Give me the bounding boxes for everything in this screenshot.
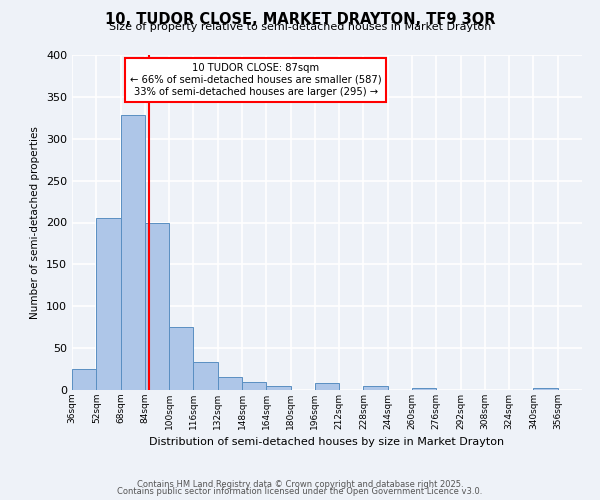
Text: 10 TUDOR CLOSE: 87sqm
← 66% of semi-detached houses are smaller (587)
33% of sem: 10 TUDOR CLOSE: 87sqm ← 66% of semi-deta…	[130, 64, 382, 96]
Text: Contains HM Land Registry data © Crown copyright and database right 2025.: Contains HM Land Registry data © Crown c…	[137, 480, 463, 489]
Bar	[169, 327, 193, 390]
Y-axis label: Number of semi-detached properties: Number of semi-detached properties	[31, 126, 40, 319]
Bar	[364, 386, 388, 390]
Bar	[96, 218, 121, 390]
Bar	[218, 376, 242, 390]
Bar	[242, 382, 266, 390]
Bar	[266, 386, 290, 390]
Text: Contains public sector information licensed under the Open Government Licence v3: Contains public sector information licen…	[118, 487, 482, 496]
Bar	[145, 222, 169, 390]
X-axis label: Distribution of semi-detached houses by size in Market Drayton: Distribution of semi-detached houses by …	[149, 438, 505, 448]
Bar	[533, 388, 558, 390]
Text: Size of property relative to semi-detached houses in Market Drayton: Size of property relative to semi-detach…	[109, 22, 491, 32]
Text: 10, TUDOR CLOSE, MARKET DRAYTON, TF9 3QR: 10, TUDOR CLOSE, MARKET DRAYTON, TF9 3QR	[105, 12, 495, 28]
Bar	[315, 384, 339, 390]
Bar	[121, 116, 145, 390]
Bar	[193, 362, 218, 390]
Bar	[412, 388, 436, 390]
Bar	[72, 369, 96, 390]
